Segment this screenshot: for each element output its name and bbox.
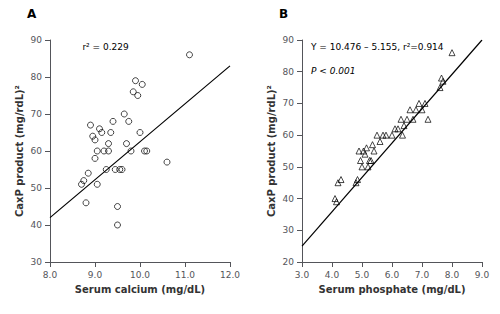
svg-text:9.0: 9.0 (475, 270, 490, 280)
svg-text:Serum calcium (mg/dL): Serum calcium (mg/dL) (75, 284, 205, 295)
svg-text:80: 80 (31, 72, 43, 82)
svg-text:4.0: 4.0 (325, 270, 340, 280)
svg-text:Serum phosphate (mg/dL): Serum phosphate (mg/dL) (318, 284, 465, 295)
svg-text:A: A (27, 7, 37, 21)
svg-text:r² = 0.229: r² = 0.229 (82, 42, 129, 52)
svg-text:30: 30 (283, 225, 295, 235)
svg-text:90: 90 (31, 35, 43, 45)
svg-text:30: 30 (31, 257, 43, 267)
svg-text:80: 80 (283, 67, 295, 77)
svg-text:70: 70 (31, 109, 43, 119)
svg-text:CaxP product (mg/rdL)²: CaxP product (mg/rdL)² (266, 85, 277, 217)
svg-text:11.0: 11.0 (175, 270, 195, 280)
svg-text:60: 60 (283, 130, 295, 140)
svg-text:8.0: 8.0 (43, 270, 58, 280)
svg-text:Y = 10.476 – 5.155, r²=0.914: Y = 10.476 – 5.155, r²=0.914 (310, 42, 444, 52)
svg-text:50: 50 (31, 183, 43, 193)
svg-text:6.0: 6.0 (385, 270, 400, 280)
svg-text:10.0: 10.0 (130, 270, 150, 280)
svg-text:B: B (279, 7, 288, 21)
svg-text:20: 20 (283, 257, 295, 267)
svg-text:12.0: 12.0 (220, 270, 240, 280)
svg-text:40: 40 (283, 194, 295, 204)
svg-text:5.0: 5.0 (355, 270, 370, 280)
svg-text:P < 0.001: P < 0.001 (311, 66, 355, 76)
svg-text:8.0: 8.0 (445, 270, 460, 280)
svg-text:90: 90 (283, 35, 295, 45)
svg-text:60: 60 (31, 146, 43, 156)
svg-text:9.0: 9.0 (88, 270, 103, 280)
svg-text:7.0: 7.0 (415, 270, 430, 280)
svg-text:3.0: 3.0 (295, 270, 310, 280)
svg-text:40: 40 (31, 220, 43, 230)
svg-text:70: 70 (283, 98, 295, 108)
svg-text:50: 50 (283, 162, 295, 172)
svg-text:CaxP product (mg/rdL)²: CaxP product (mg/rdL)² (14, 85, 25, 217)
